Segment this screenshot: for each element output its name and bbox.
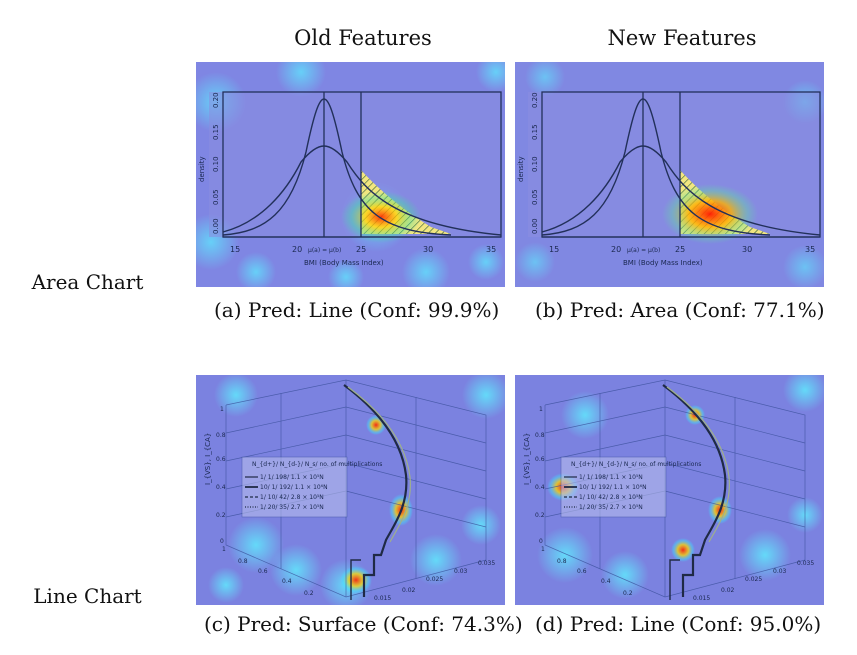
y-tick-3: 0.8 xyxy=(557,558,567,565)
y-tick-1: 0.05 xyxy=(212,189,220,205)
column-header-old-features: Old Features xyxy=(294,26,432,50)
y-tick-2: 0.6 xyxy=(258,568,268,575)
x-axis-label: BMI (Body Mass Index) xyxy=(304,259,384,267)
legend-title: N_{d+}/ N_{d-}/ N_s/ no. of multiplicati… xyxy=(252,461,382,468)
y-axis-label: density xyxy=(198,156,206,182)
x-tick-4: 35 xyxy=(805,245,815,254)
panel-d-line-new: N_{d+}/ N_{d-}/ N_s/ no. of multiplicati… xyxy=(515,375,824,605)
y-tick-0: 0.2 xyxy=(304,590,314,597)
x-tick-2: 25 xyxy=(356,245,366,254)
caption-a: (a) Pred: Line (Conf: 99.9%) xyxy=(214,298,500,322)
z-tick-1: 0.2 xyxy=(535,512,545,519)
x-tick-3: 0.03 xyxy=(773,568,787,575)
y-tick-0: 0.00 xyxy=(531,218,539,234)
legend-title: N_{d+}/ N_{d-}/ N_s/ no. of multiplicati… xyxy=(571,461,701,468)
line-chart-heatmap-c: N_{d+}/ N_{d-}/ N_s/ no. of multiplicati… xyxy=(196,375,505,605)
y-tick-3: 0.8 xyxy=(238,558,248,565)
legend-item-3: 1/ 20/ 35/ 2.7 × 10⁵N xyxy=(579,504,643,511)
caption-c: (c) Pred: Surface (Conf: 74.3%) xyxy=(204,612,523,636)
x-tick-0: 15 xyxy=(549,245,559,254)
caption-d: (d) Pred: Line (Conf: 95.0%) xyxy=(535,612,822,636)
z-tick-1: 0.2 xyxy=(216,512,226,519)
z-tick-4: 0.8 xyxy=(216,432,226,439)
z-tick-0: 0 xyxy=(539,538,543,545)
x-tick-3: 0.03 xyxy=(454,568,468,575)
mu-label: μ(a) = μ(b) xyxy=(627,247,660,254)
y-tick-0: 0.2 xyxy=(623,590,633,597)
legend-item-2: 1/ 10/ 42/ 2.8 × 10⁵N xyxy=(579,494,643,501)
y-tick-3: 0.15 xyxy=(212,124,220,140)
row-label-line-chart: Line Chart xyxy=(33,584,142,608)
panel-b-area-new: density 0.00 0.05 0.10 0.15 0.20 15 20 2… xyxy=(515,62,824,287)
y-tick-4: 0.20 xyxy=(212,92,220,108)
z-tick-3: 0.6 xyxy=(216,456,226,463)
legend-item-0: 1/ 1/ 198/ 1.1 × 10⁵N xyxy=(579,474,643,481)
z-tick-0: 0 xyxy=(220,538,224,545)
line-chart-heatmap-d: N_{d+}/ N_{d-}/ N_s/ no. of multiplicati… xyxy=(515,375,824,605)
y-tick-3: 0.15 xyxy=(531,124,539,140)
z-axis-label: I_{VS}, I_{CA} xyxy=(204,433,212,485)
y-axis-label: density xyxy=(517,156,525,182)
column-header-new-features: New Features xyxy=(607,26,757,50)
z-tick-5: 1 xyxy=(539,406,543,413)
z-tick-2: 0.4 xyxy=(216,484,226,491)
x-tick-4: 0.035 xyxy=(478,560,495,567)
area-chart-heatmap-b: density 0.00 0.05 0.10 0.15 0.20 15 20 2… xyxy=(515,62,824,287)
y-tick-4: 0.20 xyxy=(531,92,539,108)
x-tick-2: 0.025 xyxy=(745,576,762,583)
y-tick-2: 0.10 xyxy=(531,156,539,172)
y-tick-4: 1 xyxy=(222,546,226,553)
y-tick-2: 0.6 xyxy=(577,568,587,575)
z-tick-3: 0.6 xyxy=(535,456,545,463)
x-tick-0: 15 xyxy=(230,245,240,254)
x-tick-1: 0.02 xyxy=(721,587,735,594)
legend-item-0: 1/ 1/ 198/ 1.1 × 10⁵N xyxy=(260,474,324,481)
x-tick-4: 35 xyxy=(486,245,496,254)
x-tick-0: 0.015 xyxy=(374,595,391,602)
y-tick-2: 0.10 xyxy=(212,156,220,172)
y-tick-0: 0.00 xyxy=(212,218,220,234)
y-tick-1: 0.4 xyxy=(601,578,611,585)
z-axis-label: I_{VS}, I_{CA} xyxy=(523,433,531,485)
area-chart-heatmap-a: density 0.00 0.05 0.10 0.15 0.20 15 20 2… xyxy=(196,62,505,287)
x-tick-3: 30 xyxy=(423,245,433,254)
legend-item-1: 10/ 1/ 192/ 1.1 × 10⁶N xyxy=(579,484,647,491)
row-label-area-chart: Area Chart xyxy=(31,270,144,294)
legend-item-3: 1/ 20/ 35/ 2.7 × 10⁵N xyxy=(260,504,324,511)
x-tick-2: 0.025 xyxy=(426,576,443,583)
y-tick-4: 1 xyxy=(541,546,545,553)
x-tick-2: 25 xyxy=(675,245,685,254)
panel-a-area-old: density 0.00 0.05 0.10 0.15 0.20 15 20 2… xyxy=(196,62,505,287)
z-tick-4: 0.8 xyxy=(535,432,545,439)
legend-item-1: 10/ 1/ 192/ 1.1 × 10⁶N xyxy=(260,484,328,491)
x-tick-0: 0.015 xyxy=(693,595,710,602)
y-tick-1: 0.4 xyxy=(282,578,292,585)
x-tick-1: 20 xyxy=(611,245,621,254)
x-axis-label: BMI (Body Mass Index) xyxy=(623,259,703,267)
y-tick-1: 0.05 xyxy=(531,189,539,205)
z-tick-2: 0.4 xyxy=(535,484,545,491)
x-tick-1: 20 xyxy=(292,245,302,254)
mu-label: μ(a) = μ(b) xyxy=(308,247,341,254)
x-tick-3: 30 xyxy=(742,245,752,254)
panel-c-line-old: N_{d+}/ N_{d-}/ N_s/ no. of multiplicati… xyxy=(196,375,505,605)
z-tick-5: 1 xyxy=(220,406,224,413)
x-tick-1: 0.02 xyxy=(402,587,416,594)
caption-b: (b) Pred: Area (Conf: 77.1%) xyxy=(535,298,825,322)
legend-item-2: 1/ 10/ 42/ 2.8 × 10⁵N xyxy=(260,494,324,501)
x-tick-4: 0.035 xyxy=(797,560,814,567)
